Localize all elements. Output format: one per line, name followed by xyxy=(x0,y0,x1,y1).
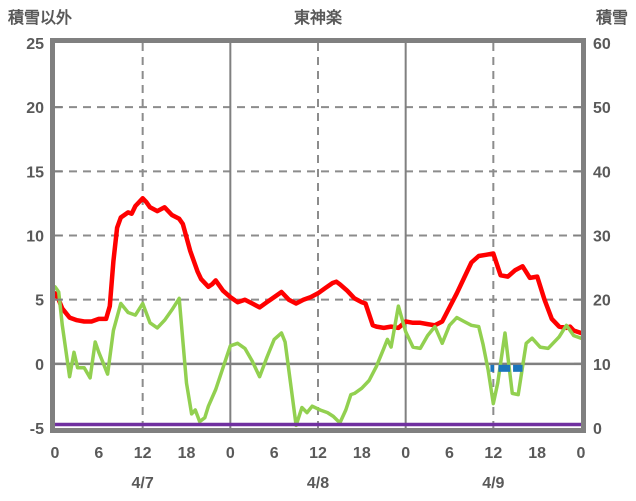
right-axis-title: 積雪 xyxy=(595,10,628,27)
x-axis-tick-label: 6 xyxy=(270,445,279,462)
x-axis-tick-label: 0 xyxy=(577,445,586,462)
x-axis-tick-label: 18 xyxy=(528,445,546,462)
left-axis-tick-label: -5 xyxy=(30,421,44,438)
right-axis-tick-label: 20 xyxy=(593,293,611,310)
x-axis-tick-label: 6 xyxy=(94,445,103,462)
x-axis-tick-label: 0 xyxy=(401,445,410,462)
left-axis-tick-label: 10 xyxy=(26,229,44,246)
right-axis-tick-label: 40 xyxy=(593,164,611,181)
left-axis-tick-label: 15 xyxy=(26,164,44,181)
left-axis-tick-label: 0 xyxy=(35,357,44,374)
date-label: 4/8 xyxy=(307,475,329,492)
x-axis-tick-label: 12 xyxy=(484,445,502,462)
series-group xyxy=(54,196,582,428)
x-axis-tick-label: 18 xyxy=(353,445,371,462)
red-line xyxy=(54,196,582,336)
right-axis-tick-label: 60 xyxy=(593,36,611,53)
left-axis-tick-label: 25 xyxy=(26,36,44,53)
chart-title: 東神楽 xyxy=(293,10,343,27)
x-axis-tick-label: 0 xyxy=(51,445,60,462)
x-axis-tick-label: 0 xyxy=(226,445,235,462)
right-axis-tick-label: 10 xyxy=(593,357,611,374)
x-axis-tick-label: 12 xyxy=(134,445,152,462)
left-axis-tick-label: 20 xyxy=(26,100,44,117)
left-axis-tick-label: 5 xyxy=(35,293,44,310)
left-axis-title: 積雪以外 xyxy=(8,10,73,27)
right-axis-tick-label: 0 xyxy=(593,421,602,438)
right-axis-tick-label: 50 xyxy=(593,100,611,117)
plot-frame xyxy=(50,38,586,433)
x-axis-tick-label: 18 xyxy=(178,445,196,462)
date-label: 4/7 xyxy=(132,475,154,492)
date-label: 4/9 xyxy=(482,475,504,492)
right-axis-tick-label: 30 xyxy=(593,229,611,246)
green-line xyxy=(54,285,582,428)
x-axis-tick-label: 6 xyxy=(445,445,454,462)
x-axis-tick-label: 12 xyxy=(309,445,327,462)
